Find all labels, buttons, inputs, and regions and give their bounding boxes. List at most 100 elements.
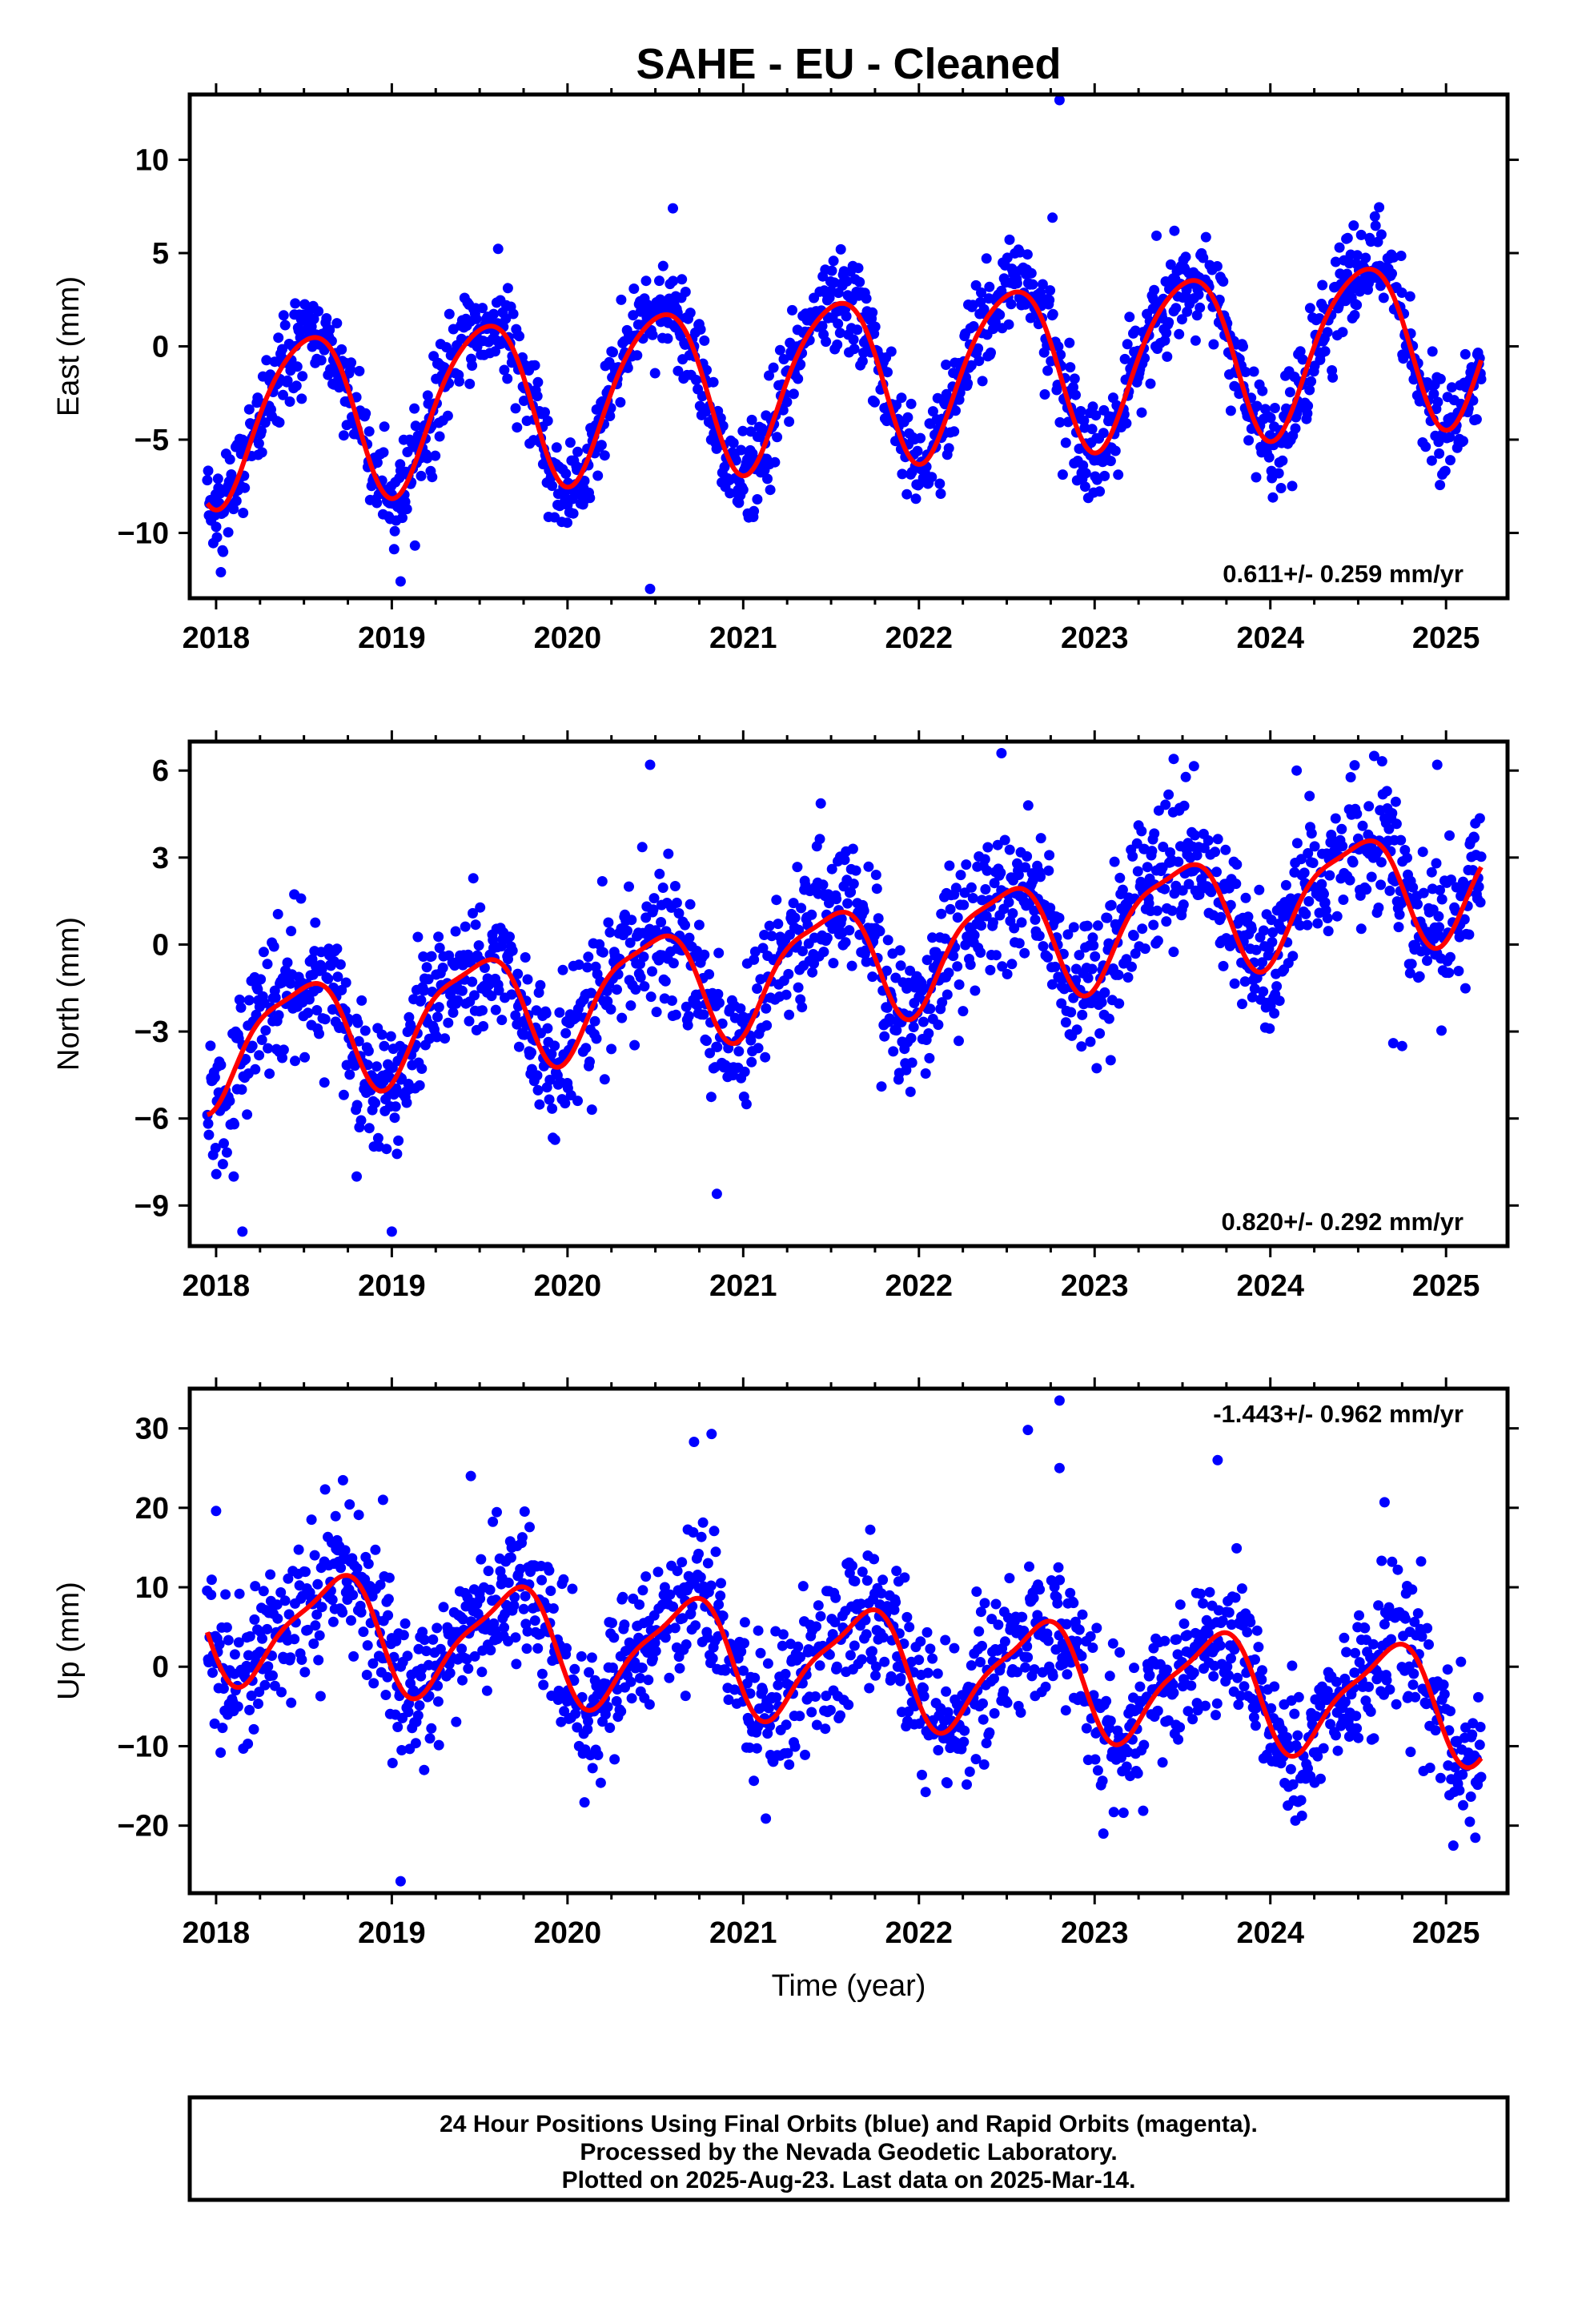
data-point — [409, 540, 420, 551]
data-point — [547, 480, 558, 492]
data-point — [1439, 1689, 1450, 1699]
data-point — [432, 1622, 443, 1634]
data-point — [861, 956, 872, 967]
data-point — [769, 456, 781, 468]
data-point — [423, 974, 434, 985]
outlier-point — [465, 1470, 476, 1482]
data-point — [1324, 870, 1335, 881]
data-point — [842, 898, 853, 909]
data-point — [385, 1031, 396, 1042]
data-point — [1242, 1626, 1253, 1638]
data-point — [251, 1009, 262, 1020]
data-point — [685, 308, 696, 319]
data-point — [847, 1560, 857, 1571]
data-point — [896, 392, 907, 404]
data-point — [1163, 789, 1174, 800]
data-point — [589, 1015, 600, 1027]
data-point — [1174, 328, 1185, 340]
data-point — [1042, 951, 1054, 963]
data-point — [1266, 1703, 1277, 1714]
data-point — [691, 375, 701, 385]
data-point — [688, 1527, 699, 1538]
data-point — [1230, 1592, 1241, 1603]
data-point — [519, 1506, 530, 1517]
east-rate-label: 0.611+/- 0.259 mm/yr — [1223, 560, 1464, 588]
data-point — [881, 965, 892, 976]
data-point — [857, 1654, 867, 1665]
data-point — [917, 1769, 927, 1780]
data-point — [1325, 1719, 1336, 1730]
data-point — [715, 412, 726, 424]
data-point — [595, 1777, 606, 1788]
data-point — [500, 313, 512, 324]
data-point — [1163, 317, 1174, 328]
data-point — [546, 1048, 557, 1059]
data-point — [1016, 917, 1027, 928]
data-point — [1178, 899, 1189, 911]
data-point — [806, 1707, 817, 1718]
data-point — [205, 1040, 216, 1051]
data-point — [640, 275, 652, 287]
data-point — [210, 1143, 221, 1153]
data-point — [1446, 382, 1457, 393]
data-point — [383, 1594, 394, 1605]
data-point — [576, 1651, 587, 1662]
data-point — [1469, 832, 1480, 843]
outlier-point — [711, 1188, 722, 1200]
data-point — [814, 1660, 825, 1671]
data-point — [540, 407, 550, 418]
east-panel: 2018 2019 2020 2021 2022 2023 2024 2025−10−5051… — [52, 83, 1519, 655]
data-point — [1373, 903, 1384, 913]
data-point — [469, 1651, 480, 1662]
data-point — [360, 408, 371, 419]
data-point — [910, 493, 921, 505]
data-point — [1088, 940, 1099, 951]
data-point — [1412, 899, 1423, 910]
data-point — [463, 1663, 474, 1675]
data-point — [1254, 884, 1265, 895]
data-point — [1387, 268, 1397, 279]
outlier-point — [395, 576, 406, 587]
data-point — [736, 1646, 747, 1657]
data-point — [484, 1584, 496, 1595]
data-point — [793, 982, 804, 993]
data-point — [784, 1759, 795, 1770]
data-point — [238, 508, 249, 518]
data-point — [1443, 967, 1455, 979]
data-point — [619, 1619, 630, 1630]
y-tick-label: 10 — [135, 1571, 169, 1605]
data-point — [392, 1722, 404, 1732]
data-point — [1198, 252, 1209, 263]
data-point — [1020, 1662, 1031, 1673]
data-point — [826, 863, 837, 875]
data-point — [1315, 1773, 1326, 1784]
data-point — [1344, 875, 1355, 886]
data-point — [502, 373, 513, 384]
data-point — [980, 884, 991, 895]
data-point — [915, 432, 926, 444]
data-point — [1098, 428, 1109, 439]
data-point — [1454, 1785, 1465, 1796]
data-point — [949, 1642, 960, 1654]
data-point — [771, 1692, 782, 1703]
data-point — [1353, 1732, 1364, 1743]
data-point — [1223, 1607, 1235, 1618]
data-point — [311, 1609, 323, 1620]
data-point — [1231, 859, 1243, 870]
data-point — [979, 1598, 990, 1609]
data-point — [1368, 750, 1379, 762]
data-point — [433, 1739, 444, 1751]
data-point — [412, 1710, 424, 1721]
data-point — [1351, 1723, 1363, 1734]
data-point — [832, 339, 843, 350]
data-point — [975, 1606, 986, 1618]
data-point — [1247, 991, 1258, 1003]
data-point — [524, 1522, 535, 1533]
data-point — [1076, 1041, 1087, 1052]
data-point — [346, 1615, 356, 1626]
data-point — [1043, 1635, 1054, 1647]
data-point — [1182, 1706, 1194, 1717]
data-point — [811, 1719, 822, 1731]
data-point — [545, 1586, 556, 1596]
data-point — [1277, 455, 1288, 466]
